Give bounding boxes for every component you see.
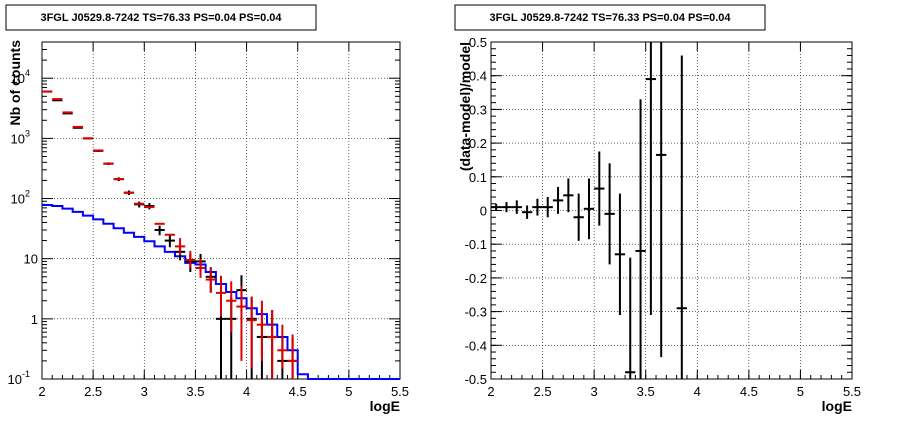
residual-point	[552, 186, 564, 214]
residual-panel: 3FGL J0529.8-7242 TS=76.33 PS=0.04 PS=0.…	[454, 4, 861, 414]
x-tick-label: 3	[141, 384, 148, 399]
data-point	[154, 225, 165, 236]
residual-point	[542, 197, 553, 218]
residual-title: 3FGL J0529.8-7242 TS=76.33 PS=0.04 PS=0.…	[489, 12, 731, 24]
model-point	[277, 324, 288, 369]
residual-point	[635, 99, 646, 379]
y-tick-label: 0.5	[469, 35, 487, 50]
y-tick-label: -0.2	[465, 271, 487, 286]
model-point	[246, 296, 257, 369]
x-tick-label: 2.5	[84, 384, 102, 399]
residual-y-axis-label: (data-model)/model	[457, 42, 473, 171]
residual-point	[521, 205, 533, 219]
x-tick-label: 5.5	[391, 384, 409, 399]
residual-point	[583, 178, 595, 240]
residual-point	[645, 42, 657, 315]
residual-point	[532, 198, 543, 216]
residual-point	[573, 193, 584, 241]
residual-point	[625, 257, 636, 379]
model-point	[185, 250, 196, 269]
model-point	[236, 286, 247, 361]
x-tick-label: 4	[694, 384, 701, 399]
residual-title-box	[454, 4, 766, 31]
counts-title: 3FGL J0529.8-7242 TS=76.33 PS=0.04 PS=0.…	[40, 12, 282, 24]
x-tick-label: 3	[591, 384, 598, 399]
model-point	[205, 268, 216, 293]
x-tick-label: 5	[345, 384, 352, 399]
x-tick-label: 4	[243, 384, 250, 399]
x-tick-label: 3.5	[637, 384, 655, 399]
x-tick-label: 4.5	[740, 384, 758, 399]
residual-point	[594, 151, 605, 226]
y-tick-label: 10	[24, 252, 38, 267]
model-point	[256, 300, 268, 361]
model-point	[226, 281, 237, 333]
y-tick-label: 0	[480, 204, 487, 219]
residual-x-axis-label: logE	[822, 398, 852, 414]
x-tick-label: 5	[797, 384, 804, 399]
model-point	[174, 238, 186, 256]
x-tick-label: 5.5	[843, 384, 861, 399]
y-tick-label: 0.3	[469, 102, 487, 117]
counts-series	[42, 90, 400, 380]
counts-panel: 3FGL J0529.8-7242 TS=76.33 PS=0.04 PS=0.…	[5, 4, 409, 414]
counts-y-axis-label: Nb of counts	[7, 40, 23, 126]
y-tick-label: -0.3	[465, 305, 487, 320]
y-tick-label: 10-1	[8, 369, 30, 387]
residual-grid	[491, 42, 852, 379]
residual-x-ticks: 2 2.5 3 3.5 4 4.5 5 5.5	[487, 42, 861, 399]
y-tick-label: 1	[31, 312, 38, 327]
residual-point	[563, 178, 574, 213]
y-tick-label: 0.1	[469, 170, 487, 185]
residual-point	[501, 202, 512, 213]
residual-point	[491, 203, 502, 211]
residual-point	[676, 55, 687, 379]
residual-point	[614, 193, 626, 315]
counts-grid	[42, 42, 400, 379]
x-tick-label: 4.5	[289, 384, 307, 399]
y-tick-label: 0.4	[469, 69, 487, 84]
residual-point	[511, 200, 522, 214]
y-tick-label: 102	[11, 189, 30, 207]
residual-point	[656, 42, 667, 358]
y-tick-label: 0.2	[469, 136, 487, 151]
y-tick-label: -0.4	[465, 338, 487, 353]
y-tick-label: -0.1	[465, 237, 487, 252]
x-tick-label: 2.5	[534, 384, 552, 399]
counts-x-axis-label: logE	[370, 398, 400, 414]
model-point	[195, 258, 206, 278]
residual-series	[491, 42, 687, 379]
residual-y-ticks: -0.5 -0.4 -0.3 -0.2 -0.1 0 0.1 0.2 0.3 0.4 0.5	[465, 35, 852, 387]
x-tick-label: 2	[487, 384, 494, 399]
model-point	[267, 310, 278, 379]
x-tick-label: 3.5	[186, 384, 204, 399]
residual-point	[604, 163, 615, 265]
model-point	[215, 275, 227, 317]
counts-title-box	[5, 4, 317, 31]
x-tick-label: 2	[38, 384, 45, 399]
model-point	[287, 334, 298, 379]
y-tick-label: 103	[11, 128, 30, 146]
y-tick-label: -0.5	[465, 372, 487, 387]
counts-x-ticks: 2 2.5 3 3.5 4 4.5 5 5.5	[38, 42, 409, 399]
data-point	[164, 235, 175, 248]
